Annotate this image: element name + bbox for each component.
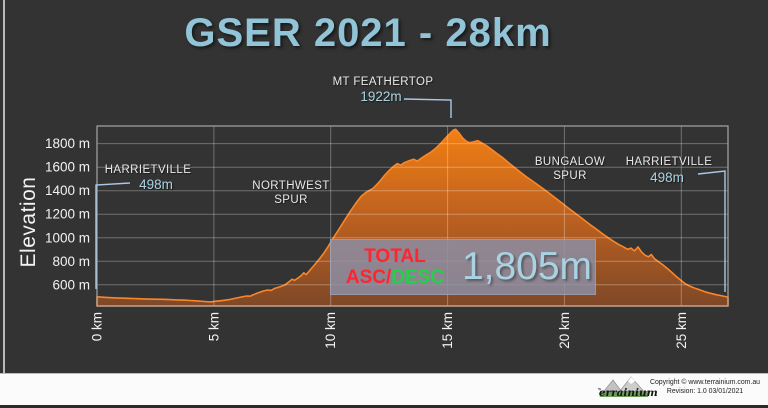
desc-label: DESC xyxy=(391,267,445,288)
y-axis-tick-label: 600 m xyxy=(52,277,90,292)
annotation-harrietville-end: HARRIETVILLE xyxy=(625,156,713,168)
y-axis-tick-label: 1000 m xyxy=(45,230,90,245)
total-asc-desc-box: TOTAL ASC/DESC 1,805m xyxy=(330,239,596,295)
annotation-mt-feathertop: MT FEATHERTOP xyxy=(332,76,434,88)
annotation-harrietville-end-elevation: 498m xyxy=(650,170,684,185)
x-axis-tick-label: 15 km xyxy=(440,312,455,349)
logo-snowcap-icon xyxy=(628,377,635,384)
leader-line-start xyxy=(95,182,131,289)
leader-line-peak xyxy=(403,98,452,118)
annotation-harrietville-start-elevation: 498m xyxy=(139,177,173,192)
annotation-harrietville-start: HARRIETVILLE xyxy=(104,164,192,176)
logo-green-base xyxy=(600,391,648,397)
y-axis-tick-label: 1400 m xyxy=(45,183,90,198)
footer-bottom-edge xyxy=(0,405,768,408)
x-axis-tick-label: 5 km xyxy=(206,312,221,341)
copyright-block: Copyright © www.terrainium.com.au Revisi… xyxy=(644,378,766,396)
plot-frame xyxy=(96,125,729,307)
x-axis-tick-label: 0 km xyxy=(90,312,105,341)
logo-wordmark: Terrainium xyxy=(598,387,658,399)
x-axis-tick-label: 10 km xyxy=(323,312,338,349)
revision-text: Revision: 1.0 03/01/2021 xyxy=(666,388,744,395)
copyright-text: Copyright © www.terrainium.com.au xyxy=(649,379,760,386)
total-label: TOTAL xyxy=(364,246,426,267)
total-asc-desc-value: 1,805m xyxy=(461,245,593,288)
annotation-mt-feathertop-elevation: 1922m xyxy=(360,89,402,104)
y-axis-tick-label: 800 m xyxy=(52,254,90,269)
annotation-northwest-spur: NORTHWEST SPUR xyxy=(252,180,330,206)
annotation-bungalow-spur: BUNGALOW SPUR xyxy=(534,156,606,182)
terrainium-logo: Terrainium xyxy=(598,376,658,399)
total-asc-desc-labels: TOTAL ASC/DESC xyxy=(334,246,456,288)
y-axis-tick-label: 1800 m xyxy=(45,136,90,151)
leader-line-end xyxy=(697,170,726,292)
y-axis-tick-label: 1200 m xyxy=(45,207,90,222)
y-axis-tick-label: 1600 m xyxy=(45,160,90,175)
asc-label: ASC/ xyxy=(345,267,392,288)
x-axis-tick-label: 25 km xyxy=(674,312,689,349)
x-axis-tick-label: 20 km xyxy=(557,312,572,349)
left-edge-divider xyxy=(3,0,5,373)
page-title: GSER 2021 - 28km xyxy=(184,11,552,55)
